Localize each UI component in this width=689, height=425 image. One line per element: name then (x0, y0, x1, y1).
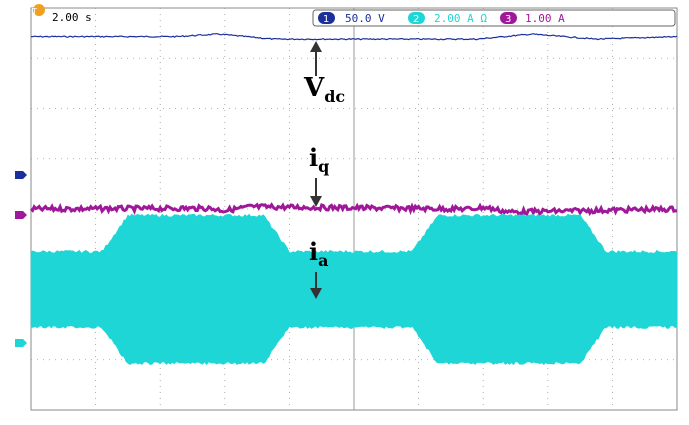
ia-label-sub: a (318, 251, 328, 270)
svg-text:Vdc: Vdc (303, 73, 345, 106)
svg-text:iq: iq (309, 143, 329, 176)
iq-label-sub: q (318, 157, 329, 176)
timebase-label: 2.00 s (52, 11, 92, 24)
ch2-ground-marker (15, 339, 27, 347)
ch2-badge (408, 12, 425, 24)
svg-text:T: T (31, 7, 37, 16)
ch1-badge (318, 12, 335, 24)
vdc-label-sub: dc (324, 87, 345, 106)
header-bar: T 2.00 s 1 50.0 V 2 2.00 A Ω 3 1.00 A (31, 4, 676, 27)
annotation-iq: iq (309, 143, 329, 207)
trace-iq (29, 202, 678, 217)
iq-label-main: i (309, 143, 318, 172)
ch3-ground-marker (15, 211, 27, 219)
trace-Vdc (30, 32, 678, 41)
svg-text:ia: ia (309, 237, 329, 270)
ch3-scale: 1.00 A (525, 12, 565, 25)
ia-label-main: i (309, 237, 318, 266)
ch1-ground-marker (15, 171, 27, 179)
annotation-vdc: Vdc (303, 41, 345, 106)
annotation-ia: ia (309, 237, 329, 299)
channel-scale-box (312, 9, 676, 27)
ch2-scale: 2.00 A Ω (434, 12, 487, 25)
ch2-number: 2 (413, 14, 419, 25)
ch1-number: 1 (323, 14, 329, 25)
trace-ia (30, 213, 678, 366)
ch1-scale: 50.0 V (345, 12, 385, 25)
trigger-marker-icon: T (31, 4, 45, 17)
traces (29, 32, 678, 366)
ch3-number: 3 (505, 14, 511, 25)
vdc-label-main: V (303, 73, 325, 103)
ch3-badge (500, 12, 517, 24)
